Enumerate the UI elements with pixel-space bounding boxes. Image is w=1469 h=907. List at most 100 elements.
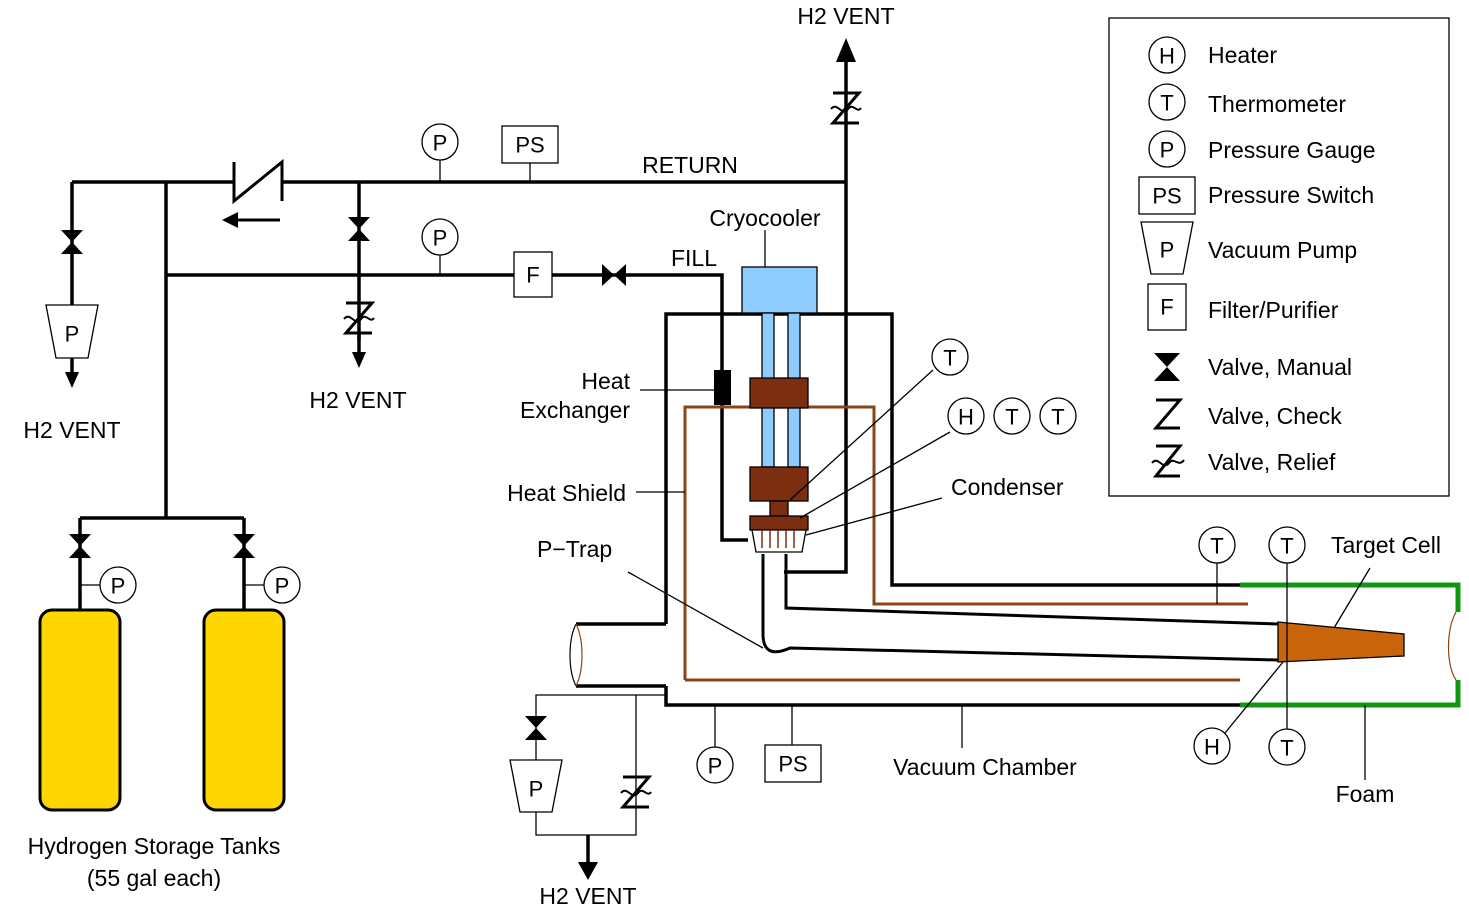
- tanks-sublabel: (55 gal each): [87, 865, 221, 891]
- thermometer-icon: T: [1148, 83, 1186, 121]
- foam-label: Foam: [1336, 781, 1395, 807]
- svg-text:H: H: [1204, 735, 1220, 760]
- svg-text:T: T: [1280, 736, 1293, 761]
- pressure-switch-icon: PS: [1138, 176, 1196, 215]
- arrow-down-icon: [65, 372, 79, 388]
- target-cell-label: Target Cell: [1331, 532, 1441, 558]
- legend-label: Vacuum Pump: [1208, 237, 1357, 263]
- heater-icon: H: [947, 397, 985, 435]
- svg-text:PS: PS: [778, 752, 807, 777]
- legend-label: Pressure Gauge: [1208, 137, 1375, 163]
- heat-exchanger: [714, 370, 731, 405]
- pressure-gauge-icon: P: [263, 566, 301, 604]
- manual-valve-icon: [525, 716, 547, 740]
- legend-label: Valve, Relief: [1208, 449, 1336, 475]
- manual-valve-icon: [348, 217, 370, 241]
- manual-valve-icon: [1154, 353, 1180, 381]
- thermometer-icon: T: [1039, 397, 1077, 435]
- svg-text:PS: PS: [515, 133, 544, 158]
- thermometer-icon: T: [931, 338, 969, 376]
- heat-shield: [683, 405, 1248, 682]
- lower-piping: [535, 694, 666, 880]
- h2-vent-label: H2 VENT: [309, 387, 406, 413]
- legend-label: Heater: [1208, 42, 1277, 68]
- vacuum-pump-icon: P: [509, 759, 563, 813]
- manual-valve-icon: [233, 534, 255, 558]
- legend-label: Thermometer: [1208, 91, 1346, 117]
- manual-valve-icon: [69, 534, 91, 558]
- svg-text:T: T: [943, 346, 956, 371]
- heat-exchanger-label-line1: Heat: [581, 368, 630, 394]
- svg-text:H: H: [958, 405, 974, 430]
- svg-text:P: P: [433, 131, 448, 156]
- vacuum-pump-icon: P: [45, 304, 99, 359]
- pressure-gauge-icon: P: [421, 123, 459, 161]
- fill-line-label: FILL: [671, 245, 717, 271]
- svg-text:T: T: [1051, 405, 1064, 430]
- p-trap-label: P−Trap: [537, 536, 612, 562]
- pressure-gauge-icon: P: [696, 746, 734, 784]
- svg-text:T: T: [1210, 534, 1223, 559]
- svg-text:P: P: [708, 754, 723, 779]
- return-line-label: RETURN: [642, 152, 738, 178]
- svg-text:P: P: [275, 574, 290, 599]
- legend-label: Valve, Manual: [1208, 354, 1352, 380]
- svg-text:T: T: [1280, 534, 1293, 559]
- hydrogen-storage-tank: [202, 608, 286, 812]
- svg-text:P: P: [65, 322, 80, 347]
- pressure-gauge-icon: P: [1148, 130, 1186, 168]
- heater-icon: H: [1193, 727, 1231, 765]
- check-valve-icon: [1152, 398, 1184, 430]
- manual-valve-icon: [602, 264, 626, 286]
- p-trap: [761, 554, 1279, 662]
- vacuum-chamber-label: Vacuum Chamber: [893, 754, 1077, 780]
- legend-label: Filter/Purifier: [1208, 297, 1339, 323]
- relief-valve-icon: [1151, 444, 1185, 478]
- svg-text:T: T: [1005, 405, 1018, 430]
- pressure-gauge-icon: P: [421, 218, 459, 256]
- svg-text:P: P: [529, 777, 544, 802]
- h2-vent-label: H2 VENT: [539, 883, 636, 907]
- foam: [1240, 582, 1461, 708]
- manual-valve-icon: [61, 230, 83, 254]
- svg-text:P: P: [433, 226, 448, 251]
- condenser-label: Condenser: [951, 474, 1064, 500]
- h2-vent-label: H2 VENT: [23, 417, 120, 443]
- arrow-up-icon: [836, 38, 856, 62]
- cryocooler-label: Cryocooler: [709, 205, 821, 231]
- thermometer-icon: T: [993, 397, 1031, 435]
- pressure-gauge-icon: P: [99, 566, 137, 604]
- heat-exchanger-label-line2: Exchanger: [520, 397, 630, 423]
- svg-text:T: T: [1160, 91, 1173, 116]
- vacuum-pump-icon: P: [1140, 221, 1194, 275]
- svg-text:P: P: [1160, 238, 1175, 263]
- target-cell: [1277, 621, 1405, 663]
- tanks-label: Hydrogen Storage Tanks: [28, 833, 281, 859]
- pressure-switch-icon: PS: [501, 125, 559, 164]
- pressure-switch-icon: PS: [764, 744, 822, 783]
- vacuum-chamber: [569, 312, 1240, 707]
- cryocooler: [741, 266, 818, 531]
- heat-shield-label: Heat Shield: [507, 480, 626, 506]
- thermometer-icon: T: [1198, 526, 1236, 564]
- filter-purifier-icon: F: [1147, 283, 1187, 331]
- h2-vent-label: H2 VENT: [797, 3, 894, 29]
- legend-label: Valve, Check: [1208, 403, 1342, 429]
- svg-text:P: P: [111, 574, 126, 599]
- condenser: [751, 529, 807, 553]
- svg-text:F: F: [526, 263, 539, 288]
- legend-label: Pressure Switch: [1208, 182, 1374, 208]
- check-valve-icon: [222, 158, 284, 228]
- left-piping: [70, 60, 848, 612]
- arrow-down-icon: [352, 352, 366, 368]
- legend: H Heater T Thermometer P Pressure Gauge …: [1108, 17, 1450, 497]
- svg-text:P: P: [1160, 138, 1175, 163]
- thermometer-icon: T: [1268, 526, 1306, 564]
- thermometer-icon: T: [1268, 728, 1306, 766]
- heater-icon: H: [1148, 36, 1186, 74]
- filter-purifier-icon: F: [513, 251, 553, 298]
- svg-text:H: H: [1159, 44, 1175, 69]
- svg-text:F: F: [1160, 295, 1173, 320]
- svg-text:PS: PS: [1152, 184, 1181, 209]
